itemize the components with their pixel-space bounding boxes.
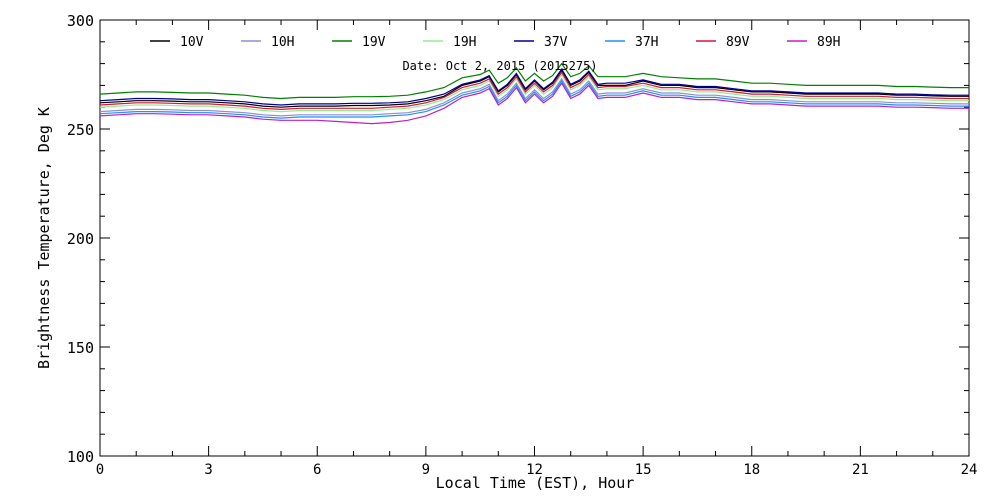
x-tick-label: 12	[526, 462, 543, 478]
legend-label-89v: 89V	[726, 35, 750, 50]
legend-label-37v: 37V	[544, 35, 568, 50]
series-line-37v	[99, 67, 969, 106]
x-tick-label: 18	[743, 462, 760, 478]
legend: 10V 10H 19V 19H 37V 37H 89V 89H	[150, 35, 840, 50]
y-tick-label: 150	[67, 339, 94, 357]
series-line-10v	[99, 68, 969, 108]
legend-label-19h: 19H	[453, 35, 476, 50]
y-axis-label: Brightness Temperature, Deg K	[35, 107, 53, 369]
chart-title: Date: Oct 2, 2015 (2015275)	[402, 59, 597, 73]
series-line-19v	[99, 62, 969, 100]
y-tick-label: 250	[67, 121, 94, 139]
x-tick-label: 0	[96, 462, 104, 478]
y-tick-label: 100	[67, 448, 94, 466]
y-tick-label: 200	[67, 230, 94, 248]
x-axis-label: Local Time (EST), Hour	[436, 474, 635, 492]
legend-label-37h: 37H	[635, 35, 658, 50]
series-line-89v	[99, 71, 969, 111]
series-lines	[99, 62, 969, 125]
legend-label-10v: 10V	[180, 35, 204, 50]
legend-label-10h: 10H	[271, 35, 294, 50]
x-tick-label: 6	[313, 462, 321, 478]
axis-ticks: 0 3 6 9 12 15 18 21 24 100 150 200 250 300	[67, 12, 978, 478]
x-tick-label: 21	[852, 462, 869, 478]
legend-label-19v: 19V	[362, 35, 386, 50]
x-tick-label: 9	[422, 462, 430, 478]
series-line-37h	[99, 79, 969, 119]
series-line-19h	[99, 73, 969, 113]
series-line-89h	[99, 82, 969, 125]
x-tick-label: 3	[204, 462, 212, 478]
y-tick-label: 300	[67, 12, 94, 30]
x-tick-label: 15	[635, 462, 652, 478]
series-line-10h	[99, 77, 969, 117]
x-tick-label: 24	[961, 462, 978, 478]
legend-label-89h: 89H	[817, 35, 840, 50]
